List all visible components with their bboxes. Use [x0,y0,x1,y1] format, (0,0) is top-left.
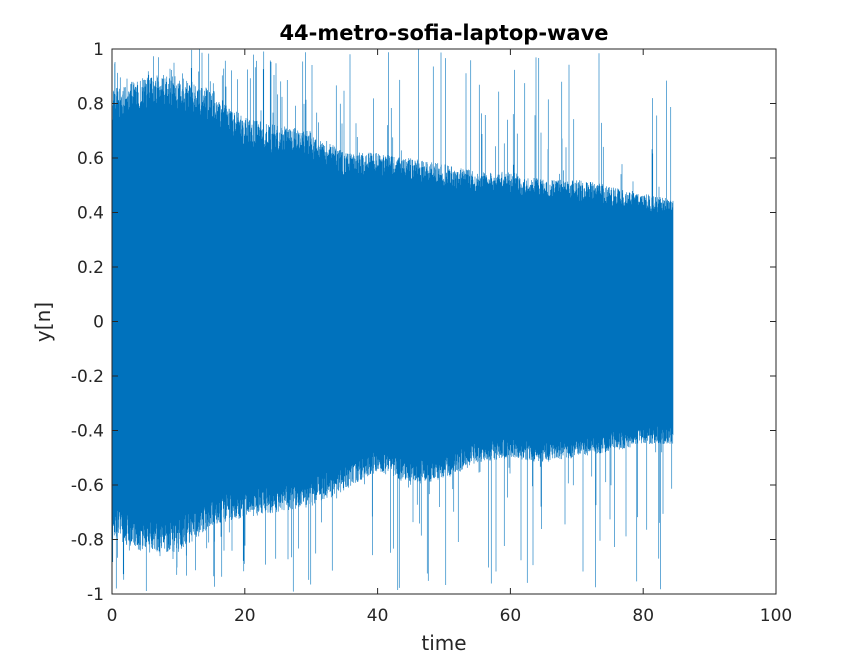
y-tick-label: 0.4 [77,204,104,224]
y-tick-label: -0.4 [71,422,104,442]
y-tick-label: 0 [93,313,104,333]
y-tick-label: 1 [93,40,104,60]
x-tick-label: 0 [107,606,118,626]
x-tick-label: 100 [760,606,792,626]
y-tick-label: 0.8 [77,95,104,115]
y-axis-label: y[n] [31,302,55,342]
y-tick-label: 0.6 [77,149,104,169]
y-tick-label: -0.2 [71,367,104,387]
y-tick-label: 0.2 [77,258,104,278]
chart-title: 44-metro-sofia-laptop-wave [279,21,608,45]
x-axis-label: time [421,631,466,655]
x-tick-label: 40 [367,606,389,626]
plot-area [111,48,777,595]
x-tick-label: 60 [500,606,522,626]
y-tick-label: -0.8 [71,531,104,551]
x-tick-label: 20 [234,606,256,626]
y-tick-label: -1 [87,585,104,605]
y-axis-ticks: 1 0.8 0.6 0.4 0.2 0 -0.2 -0.4 -0.6 -0.8 -1 [71,40,776,605]
y-tick-label: -0.6 [71,476,104,496]
x-axis-ticks: 0 20 40 60 80 100 [107,49,792,626]
x-tick-label: 80 [632,606,654,626]
